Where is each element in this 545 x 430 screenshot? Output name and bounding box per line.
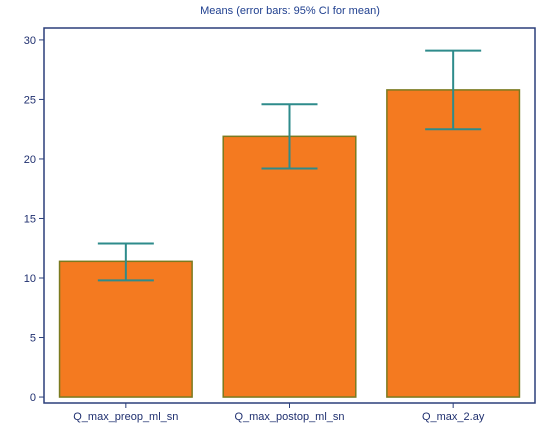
category-label: Q_max_preop_ml_sn (73, 411, 178, 423)
y-axis: 0 5 10 15 20 25 30 (24, 35, 44, 404)
error-bars (97, 49, 482, 282)
y-tick-label: 30 (24, 35, 36, 47)
y-tick-label: 5 (30, 333, 36, 345)
bars (58, 89, 521, 398)
bar (386, 89, 521, 398)
y-tick-label: 10 (24, 273, 36, 285)
bar (58, 260, 193, 398)
x-axis: Q_max_preop_ml_sn Q_max_postop_ml_sn Q_max… (73, 403, 485, 423)
bar (222, 135, 357, 398)
y-tick-label: 20 (24, 154, 36, 166)
chart-title: Means (error bars: 95% CI for mean) (200, 5, 380, 17)
y-tick-label: 0 (30, 392, 36, 404)
y-tick-label: 25 (24, 94, 36, 106)
y-tick-label: 15 (24, 213, 36, 225)
category-label: Q_max_postop_ml_sn (234, 411, 344, 423)
category-label: Q_max_2.ay (422, 411, 485, 423)
